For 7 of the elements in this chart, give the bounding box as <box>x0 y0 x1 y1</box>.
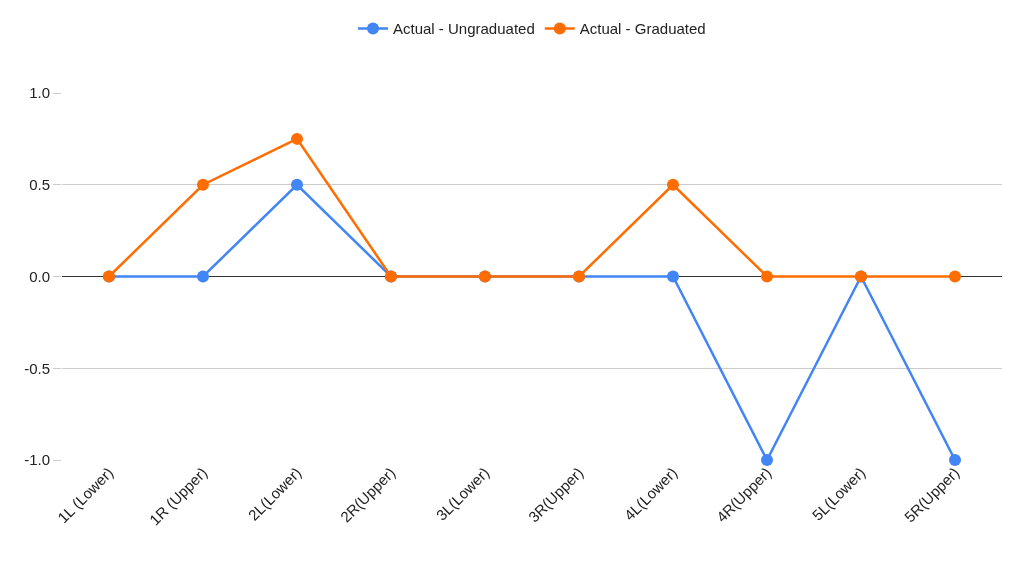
y-tick-label: 1.0 <box>29 84 50 102</box>
y-tick-label: -1.0 <box>24 451 50 469</box>
y-tick-label: -0.5 <box>24 359 50 377</box>
y-tick-label: 0.5 <box>29 176 50 193</box>
legend-label: Actual - Graduated <box>579 20 706 38</box>
legend-label: Actual - Ungraduated <box>393 20 535 38</box>
y-tick-label: 0.0 <box>29 267 50 285</box>
